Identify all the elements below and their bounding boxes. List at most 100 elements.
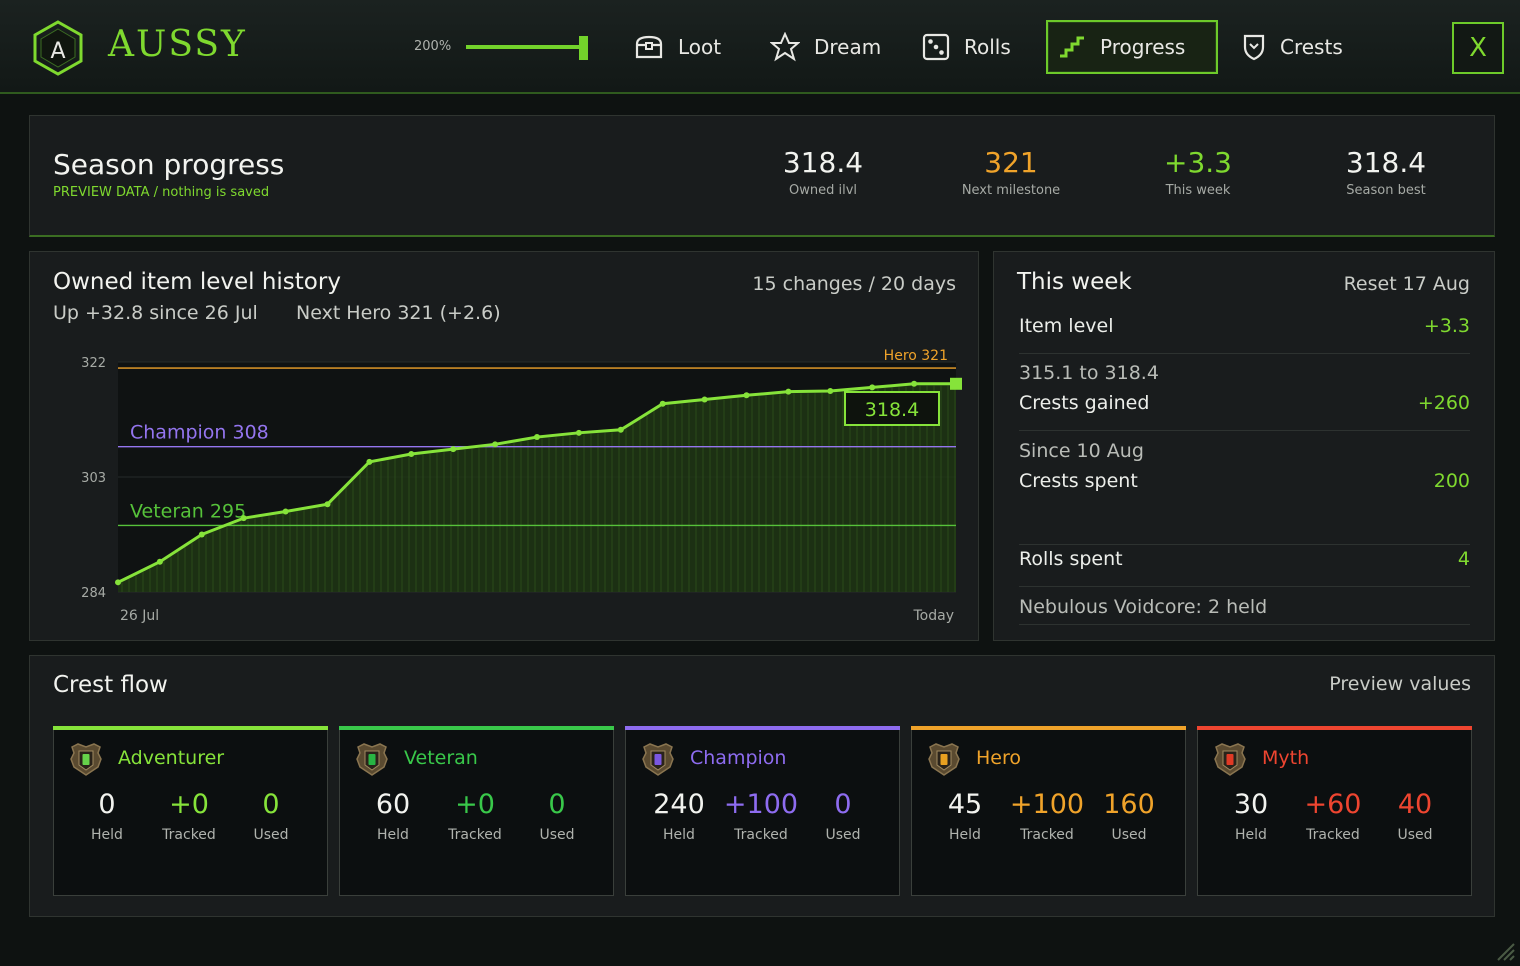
stairs-icon: [1060, 36, 1084, 58]
chart-data-point: [827, 388, 834, 395]
week-row-crests-spent: Crests spent 200: [1019, 470, 1470, 492]
stat-value: 321: [984, 146, 1038, 179]
crest-card-accent: [625, 726, 900, 730]
chest-icon: [635, 35, 663, 59]
app-brand: AUSSY: [108, 24, 247, 65]
crest-held-value: 45: [947, 789, 983, 820]
chart-reference-label: Veteran 295: [130, 500, 246, 522]
dice-icon: [922, 33, 950, 61]
crest-card-name: Myth: [1262, 747, 1310, 769]
crest-tracked-value: +60: [1304, 789, 1362, 820]
chart-data-point: [198, 531, 205, 538]
history-next-milestone: Next Hero 321 (+2.6): [296, 302, 501, 324]
tab-rolls-label: Rolls: [964, 35, 1011, 59]
crest-flow-panel: Crest flow Preview values Adventurer 0 +…: [29, 655, 1495, 917]
crest-used-label: Used: [539, 827, 575, 843]
crest-card-champion: Champion 240 +100 0 Held Tracked Used: [625, 726, 900, 896]
chart-y-tick-label: 284: [81, 586, 106, 601]
history-change-count: 15 changes / 20 days: [752, 273, 956, 295]
ilvl-history-panel: Owned item level history 15 changes / 20…: [29, 251, 979, 641]
crest-card-name: Hero: [976, 747, 1021, 769]
crest-used-label: Used: [253, 827, 289, 843]
chart-data-point: [659, 400, 666, 407]
crest-held-label: Held: [663, 827, 695, 843]
chart-y-tick-label: 303: [81, 471, 106, 486]
week-row-label: Rolls spent: [1019, 548, 1123, 570]
crest-card-accent: [1197, 726, 1472, 730]
crest-tracked-value: +0: [169, 789, 209, 820]
chart-data-point: [911, 380, 918, 387]
chart-x-tick-label: 26 Jul: [120, 608, 159, 624]
week-reset: Reset 17 Aug: [1343, 273, 1470, 295]
crest-card-hero: Hero 45 +100 160 Held Tracked Used: [911, 726, 1186, 896]
crest-held-label: Held: [949, 827, 981, 843]
crest-held-label: Held: [377, 827, 409, 843]
season-subtitle: PREVIEW DATA / nothing is saved: [53, 185, 270, 200]
week-row-value: +3.3: [1423, 315, 1470, 337]
crest-card-accent: [911, 726, 1186, 730]
week-title: This week: [1017, 269, 1132, 295]
crest-used-label: Used: [1397, 827, 1433, 843]
chart-current-point: [950, 377, 962, 390]
chart-data-point: [785, 388, 792, 395]
crest-card-adventurer: Adventurer 0 +0 0 Held Tracked Used: [53, 726, 328, 896]
divider: [1019, 544, 1470, 545]
week-voidcore-held: Nebulous Voidcore: 2 held: [1019, 596, 1268, 618]
stat-label: Next milestone: [961, 183, 1061, 198]
crest-held-value: 60: [375, 789, 411, 820]
crest-held-label: Held: [91, 827, 123, 843]
divider: [1019, 586, 1470, 587]
tab-loot[interactable]: Loot: [624, 20, 731, 74]
crest-used-value: 0: [548, 789, 566, 820]
chart-reference-label: Hero 321: [884, 348, 948, 364]
app-logo-icon: A: [33, 20, 83, 76]
divider: [1019, 353, 1470, 354]
week-row-crests-gained: Crests gained +260: [1019, 392, 1470, 414]
crest-icon: [928, 743, 960, 776]
history-title: Owned item level history: [53, 269, 341, 295]
stat-owned-ilvl: 318.4 Owned ilvl: [743, 146, 903, 198]
chart-data-point: [701, 396, 708, 403]
chart-data-point: [450, 446, 457, 453]
chart-data-point: [575, 429, 582, 436]
crest-used-value: 160: [1103, 789, 1155, 820]
week-row-label: Crests gained: [1019, 392, 1150, 414]
crest-held-value: 240: [653, 789, 705, 820]
chart-data-point: [492, 441, 499, 448]
crest-held-value: 0: [98, 789, 116, 820]
chart-data-point: [366, 458, 373, 465]
tab-crests[interactable]: Crests: [1232, 20, 1353, 74]
crest-icon: [642, 743, 674, 776]
chart-data-point: [617, 426, 624, 433]
tab-dream-label: Dream: [814, 35, 882, 59]
week-row-item-level: Item level +3.3: [1019, 315, 1470, 337]
zoom-slider-track[interactable]: [466, 45, 582, 49]
chart-data-point: [743, 392, 750, 399]
tab-crests-label: Crests: [1280, 35, 1343, 59]
crest-card-accent: [339, 726, 614, 730]
crest-icon: [70, 743, 102, 776]
chart-data-point: [408, 451, 415, 457]
tab-dream[interactable]: Dream: [760, 20, 891, 74]
crest-card-name: Adventurer: [118, 747, 225, 769]
season-progress-panel: Season progress PREVIEW DATA / nothing i…: [29, 115, 1495, 237]
week-row-value: 200: [1433, 470, 1470, 492]
crest-tracked-value: +100: [1009, 789, 1085, 820]
week-row-rolls-spent: Rolls spent 4: [1019, 548, 1470, 570]
tab-progress[interactable]: Progress: [1046, 20, 1218, 74]
chart-area-fill: [118, 383, 956, 592]
season-title: Season progress: [53, 148, 285, 181]
resize-grip-icon[interactable]: [1494, 940, 1516, 962]
zoom-slider-handle[interactable]: [579, 36, 588, 60]
this-week-panel: This week Reset 17 Aug Item level +3.3 3…: [993, 251, 1495, 641]
stat-this-week: +3.3 This week: [1118, 146, 1278, 198]
crest-tracked-label: Tracked: [448, 827, 502, 843]
week-row-value: +260: [1417, 392, 1470, 414]
stat-value: 318.4: [782, 146, 864, 179]
chart-data-point: [534, 434, 540, 441]
stat-value: 318.4: [1345, 146, 1427, 179]
week-ilvl-range: 315.1 to 318.4: [1019, 362, 1159, 384]
chart-y-tick-label: 322: [81, 356, 106, 371]
close-button[interactable]: X: [1452, 22, 1504, 74]
tab-rolls[interactable]: Rolls: [912, 20, 1021, 74]
